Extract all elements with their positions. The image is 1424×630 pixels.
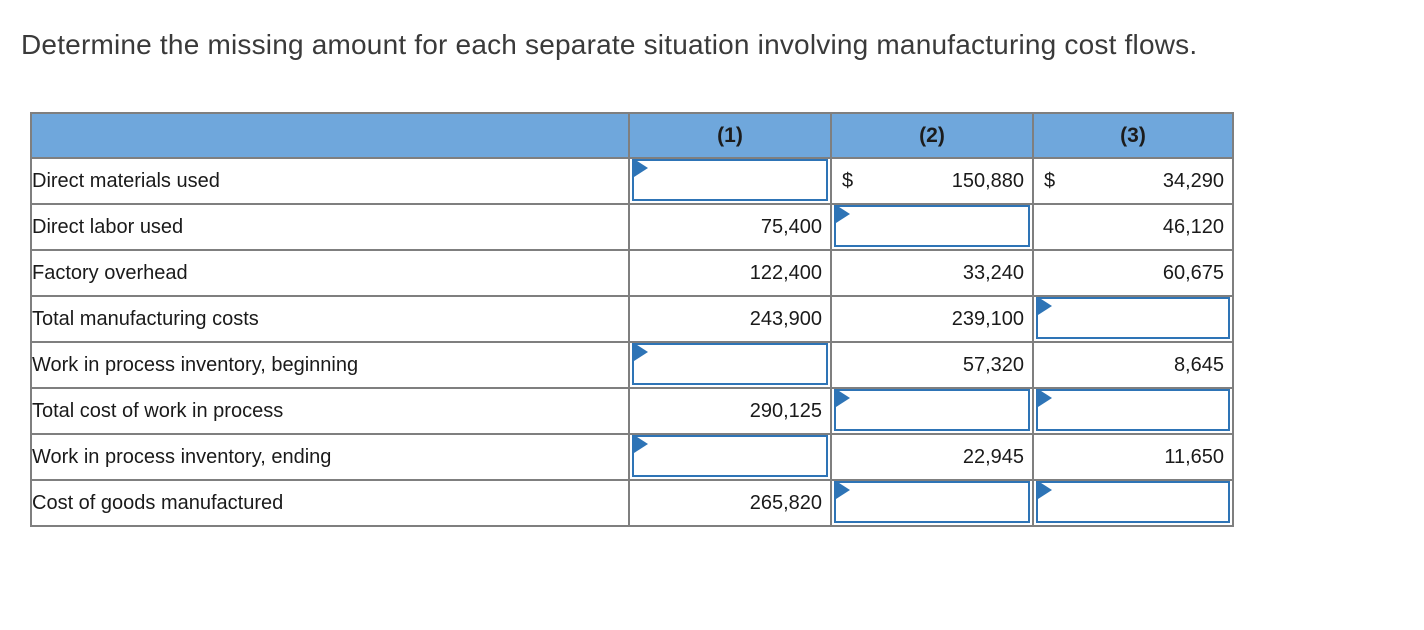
amount-cell — [628, 341, 832, 389]
amount-value: 243,900 — [749, 307, 822, 330]
header-row: (1) (2) (3) — [30, 112, 1234, 159]
amount-value: 60,675 — [1162, 261, 1224, 284]
answer-input-box[interactable] — [1036, 389, 1230, 431]
table-row: Work in process inventory, ending 22,945… — [30, 433, 1234, 481]
amount-cell: 8,645 — [1032, 341, 1234, 389]
row-label: Total cost of work in process — [30, 387, 630, 435]
amount-cell — [1032, 387, 1234, 435]
amount-cell: $ 34,290 — [1032, 157, 1234, 205]
amount-cell: 75,400 — [628, 203, 832, 251]
amount-cell — [628, 433, 832, 481]
table-row: Total cost of work in process 290,125 — [30, 387, 1234, 435]
answer-input-box[interactable] — [632, 435, 828, 477]
table-row: Direct materials used $ 150,880 $ 34,290 — [30, 157, 1234, 205]
row-label: Direct labor used — [30, 203, 630, 251]
amount-cell — [628, 157, 832, 205]
amount-cell: 11,650 — [1032, 433, 1234, 481]
answer-input[interactable] — [634, 161, 826, 199]
amount-value: 290,125 — [749, 399, 822, 422]
answer-input[interactable] — [1038, 391, 1228, 429]
answer-input-box[interactable] — [1036, 481, 1230, 523]
amount-value: 122,400 — [749, 261, 822, 284]
amount-cell — [1032, 479, 1234, 527]
header-col-1: (1) — [628, 112, 832, 159]
amount-cell: $ 150,880 — [830, 157, 1034, 205]
answer-input[interactable] — [634, 345, 826, 383]
amount-cell: 33,240 — [830, 249, 1034, 297]
answer-input[interactable] — [836, 391, 1028, 429]
answer-input[interactable] — [836, 483, 1028, 521]
amount-cell: 290,125 — [628, 387, 832, 435]
table-row: Factory overhead 122,400 33,240 60,675 — [30, 249, 1234, 297]
answer-input[interactable] — [1038, 299, 1228, 337]
row-label: Work in process inventory, ending — [30, 433, 630, 481]
currency-symbol: $ — [842, 169, 854, 192]
amount-value: 75,400 — [760, 215, 822, 238]
answer-input-box[interactable] — [1036, 297, 1230, 339]
amount-cell: 265,820 — [628, 479, 832, 527]
amount-value: 8,645 — [1173, 353, 1224, 376]
answer-input-box[interactable] — [834, 205, 1030, 247]
header-col-3: (3) — [1032, 112, 1234, 159]
header-empty-cell — [30, 112, 630, 159]
amount-cell — [830, 203, 1034, 251]
amount-cell: 46,120 — [1032, 203, 1234, 251]
amount-cell: 122,400 — [628, 249, 832, 297]
amount-value: 34,290 — [1162, 169, 1224, 192]
header-col-2: (2) — [830, 112, 1034, 159]
answer-input-box[interactable] — [834, 481, 1030, 523]
answer-input[interactable] — [836, 207, 1028, 245]
row-label: Work in process inventory, beginning — [30, 341, 630, 389]
table-row: Direct labor used 75,400 46,120 — [30, 203, 1234, 251]
amount-value: 46,120 — [1162, 215, 1224, 238]
amount-value: 33,240 — [962, 261, 1024, 284]
answer-input-box[interactable] — [834, 389, 1030, 431]
amount-value: 265,820 — [749, 491, 822, 514]
answer-input[interactable] — [634, 437, 826, 475]
amount-value: 150,880 — [951, 169, 1024, 192]
amount-cell: 243,900 — [628, 295, 832, 343]
table-row: Total manufacturing costs 243,900 239,10… — [30, 295, 1234, 343]
row-label: Factory overhead — [30, 249, 630, 297]
currency-symbol: $ — [1044, 169, 1056, 192]
amount-cell: 60,675 — [1032, 249, 1234, 297]
answer-input-box[interactable] — [632, 159, 828, 201]
amount-value: 11,650 — [1164, 445, 1224, 468]
row-label: Total manufacturing costs — [30, 295, 630, 343]
amount-cell — [1032, 295, 1234, 343]
amount-value: 239,100 — [951, 307, 1024, 330]
amount-cell — [830, 387, 1034, 435]
answer-input-box[interactable] — [632, 343, 828, 385]
amount-cell — [830, 479, 1034, 527]
page-title: Determine the missing amount for each se… — [21, 29, 1198, 60]
row-label: Direct materials used — [30, 157, 630, 205]
answer-input[interactable] — [1038, 483, 1228, 521]
amount-cell: 22,945 — [830, 433, 1034, 481]
amount-value: 22,945 — [962, 445, 1024, 468]
table-row: Work in process inventory, beginning 57,… — [30, 341, 1234, 389]
table-row: Cost of goods manufactured 265,820 — [30, 479, 1234, 527]
row-label: Cost of goods manufactured — [30, 479, 630, 527]
amount-cell: 57,320 — [830, 341, 1034, 389]
amount-cell: 239,100 — [830, 295, 1034, 343]
amount-value: 57,320 — [962, 353, 1024, 376]
cost-flows-table: (1) (2) (3) Direct materials used $ 150,… — [30, 112, 1234, 527]
